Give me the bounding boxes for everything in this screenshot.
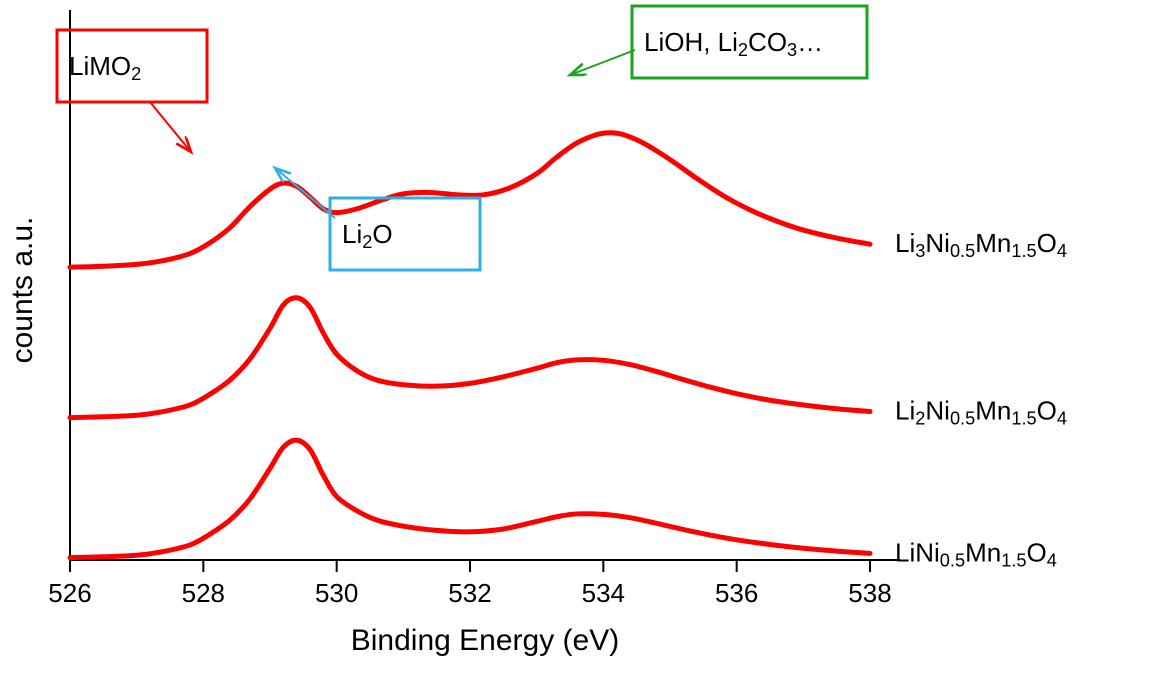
spectra-chart: 526 528 530 532 534 536 538 Binding Energy (eV… (0, 0, 1160, 693)
axes: 526 528 530 532 534 536 538 Binding Energy (eV… (6, 10, 900, 657)
annotation-arrow-LiMO2 (150, 102, 191, 152)
annotation-label-Li2O: Li2O (342, 219, 393, 252)
spectrum-curve-2 (70, 133, 870, 267)
annotations-group: LiMO2 Li2O LiOH, Li2CO3… (57, 6, 867, 270)
series-label-1: Li2Ni0.5Mn1.5O4 (895, 396, 1067, 429)
series-label-2: Li3Ni0.5Mn1.5O4 (895, 228, 1067, 261)
series-label-0: LiNi0.5Mn1.5O4 (895, 537, 1057, 570)
x-tick-label: 528 (182, 578, 225, 608)
annotation-label-LiOH-Li2CO3: LiOH, Li2CO3… (644, 27, 823, 60)
x-axis-ticks: 526 528 530 532 534 536 538 (48, 560, 891, 608)
x-tick-label: 534 (582, 578, 625, 608)
x-tick-label: 526 (48, 578, 91, 608)
x-tick-label: 530 (315, 578, 358, 608)
spectrum-curve-0 (70, 440, 870, 558)
x-tick-label: 536 (715, 578, 758, 608)
x-tick-label: 532 (448, 578, 491, 608)
spectrum-curve-1 (70, 298, 870, 418)
y-axis-title: counts a.u. (6, 217, 39, 364)
series-group (70, 133, 870, 558)
annotation-arrow-LiOH-Li2CO3 (570, 50, 635, 75)
annotation-label-LiMO2: LiMO2 (69, 51, 141, 84)
x-axis-title: Binding Energy (eV) (351, 624, 619, 657)
annotation-arrow-Li2O (275, 168, 335, 218)
x-tick-label: 538 (848, 578, 891, 608)
series-labels: LiNi0.5Mn1.5O4 Li2Ni0.5Mn1.5O4 Li3Ni0.5Mn1… (895, 228, 1067, 570)
